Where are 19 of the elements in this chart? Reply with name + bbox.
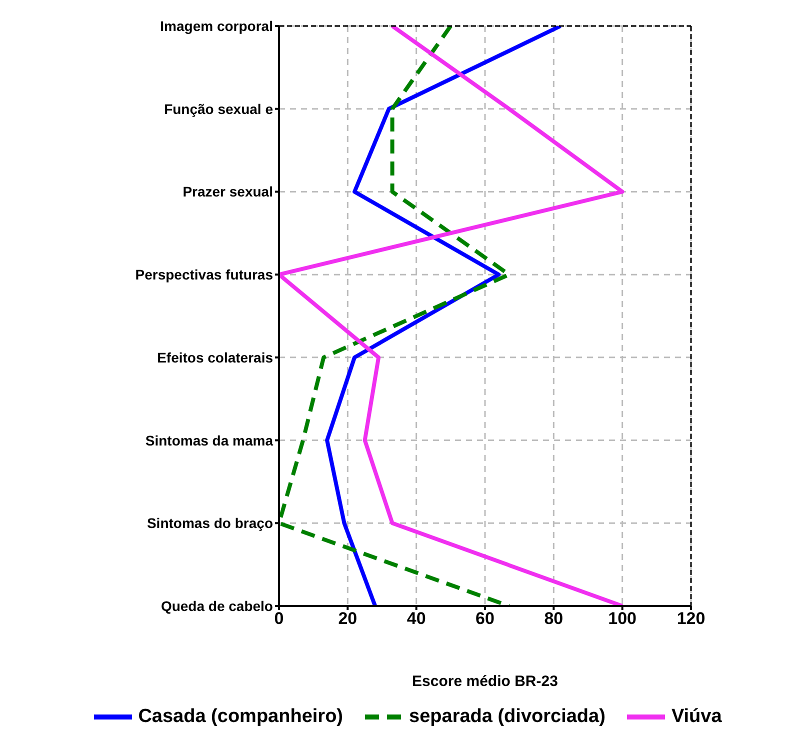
x-tick-label: 20 — [338, 609, 358, 628]
x-tick-label: 60 — [476, 609, 494, 628]
y-tick-label: Imagem corporal — [160, 18, 273, 34]
x-tick-label: 80 — [544, 609, 564, 628]
x-axis-title: Escore médio BR-23 — [412, 673, 558, 690]
y-tick-label: Perspectivas futuras — [135, 266, 274, 283]
x-tick-label: 120 — [676, 609, 706, 628]
y-tick-label: Queda de cabelo — [160, 598, 273, 614]
x-tick-label: 100 — [608, 609, 637, 628]
legend-label: Viúva — [670, 706, 722, 728]
y-tick-label: Efeitos colaterais — [157, 349, 274, 366]
legend-label: Casada (companheiro) — [137, 706, 344, 728]
y-tick-label: Sintomas do braço — [146, 515, 273, 532]
legend-label: separada (divorciada) — [408, 706, 606, 728]
y-tick-label: Função sexual e — [164, 100, 274, 117]
x-tick-label: 0 — [274, 609, 284, 628]
x-tick-label: 40 — [406, 609, 426, 628]
y-tick-label: Prazer sexual — [182, 184, 273, 200]
y-tick-label: Sintomas da mama — [145, 432, 274, 448]
